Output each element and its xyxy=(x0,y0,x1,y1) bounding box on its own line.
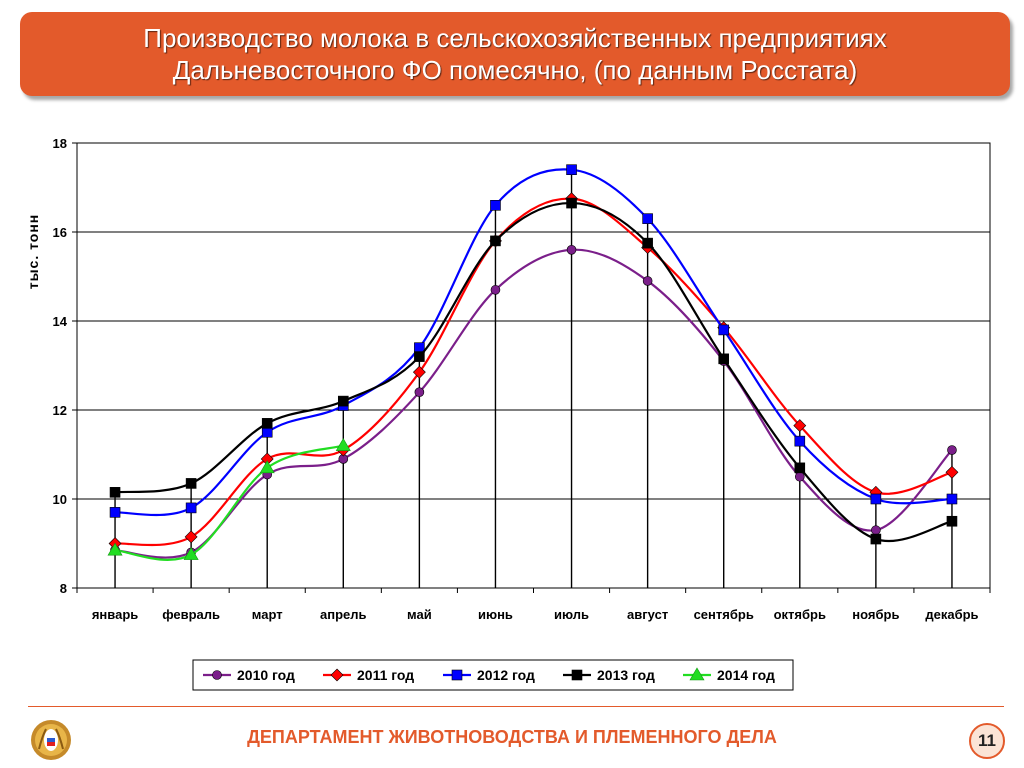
x-tick-label: апрель xyxy=(320,607,367,622)
data-point xyxy=(718,353,730,365)
x-tick-label: ноябрь xyxy=(852,607,899,622)
data-point xyxy=(793,419,807,432)
legend-label: 2011 год xyxy=(357,667,414,683)
data-point xyxy=(870,533,882,545)
legend-label: 2010 год xyxy=(237,667,295,683)
y-tick-label: 16 xyxy=(53,225,67,240)
y-axis-label: тыс. тонн xyxy=(25,214,41,290)
data-point xyxy=(414,387,425,398)
data-point xyxy=(335,438,351,451)
data-point xyxy=(566,245,577,255)
data-point xyxy=(337,395,349,407)
chart-title-line-2: Дальневосточного ФО помесячно, (по данны… xyxy=(172,55,858,85)
series-2013-год xyxy=(109,197,958,545)
data-point xyxy=(259,460,275,474)
y-tick-label: 10 xyxy=(53,492,67,507)
series-2014-год xyxy=(107,438,351,561)
legend-marker xyxy=(212,670,222,680)
legend-label: 2013 год xyxy=(597,667,655,683)
department-label: ДЕПАРТАМЕНТ ЖИВОТНОВОДСТВА И ПЛЕМЕННОГО … xyxy=(247,727,777,747)
legend-marker xyxy=(689,667,705,681)
data-point xyxy=(945,465,959,479)
x-tick-label: май xyxy=(407,607,432,622)
x-tick-label: январь xyxy=(92,607,138,622)
y-tick-label: 18 xyxy=(53,136,67,151)
y-tick-label: 12 xyxy=(53,403,67,418)
x-tick-label: июнь xyxy=(478,607,513,622)
data-point xyxy=(490,200,501,211)
y-tick-label: 14 xyxy=(53,314,68,329)
x-tick-label: август xyxy=(627,607,668,622)
data-point xyxy=(490,285,501,295)
data-point xyxy=(946,493,958,505)
data-point xyxy=(185,502,197,514)
x-tick-label: сентябрь xyxy=(694,607,754,622)
x-tick-label: март xyxy=(252,607,283,622)
data-point xyxy=(947,445,957,455)
data-point xyxy=(261,426,273,438)
legend-marker xyxy=(451,669,463,681)
x-tick-label: июль xyxy=(554,607,589,622)
chart-title-line-1: Производство молока в сельскохозяйственн… xyxy=(143,23,887,53)
data-point xyxy=(183,547,199,560)
data-point xyxy=(566,197,577,209)
data-point xyxy=(870,493,882,505)
legend-marker xyxy=(571,669,583,681)
x-tick-label: декабрь xyxy=(925,607,978,622)
data-point xyxy=(642,237,653,249)
data-point xyxy=(107,542,123,556)
line-chart: 8 10 12 14 16 18 январь февраль март апрель май июн… xyxy=(25,136,991,691)
x-tick-label: февраль xyxy=(162,607,220,622)
series-line xyxy=(114,444,344,561)
legend: 2010 год 2011 год 2012 год 2013 год 2014 год xyxy=(192,659,794,691)
data-point xyxy=(794,471,805,482)
data-point xyxy=(490,235,501,247)
page-number-badge: 11 xyxy=(969,723,1005,759)
data-point xyxy=(794,462,806,474)
legend-label: 2012 год xyxy=(477,667,535,683)
data-point xyxy=(185,478,197,489)
data-point xyxy=(871,525,881,535)
data-point xyxy=(642,276,653,286)
wheat-emblem-icon xyxy=(31,720,71,760)
legend-label: 2014 год xyxy=(717,667,775,683)
data-point xyxy=(109,487,121,498)
data-point xyxy=(261,418,273,429)
y-tick-label: 8 xyxy=(60,581,67,596)
data-point xyxy=(412,365,426,379)
data-point xyxy=(184,530,198,544)
data-point xyxy=(642,213,653,224)
legend-marker xyxy=(330,668,344,682)
x-tick-label: октябрь xyxy=(774,607,826,622)
data-point xyxy=(718,324,730,336)
data-point xyxy=(566,164,577,175)
footer-divider xyxy=(28,706,1004,707)
data-point xyxy=(794,435,806,447)
data-point xyxy=(109,507,121,518)
data-point xyxy=(946,515,958,527)
data-point xyxy=(414,351,425,362)
title-banner: Производство молока в сельскохозяйственн… xyxy=(20,12,1010,96)
